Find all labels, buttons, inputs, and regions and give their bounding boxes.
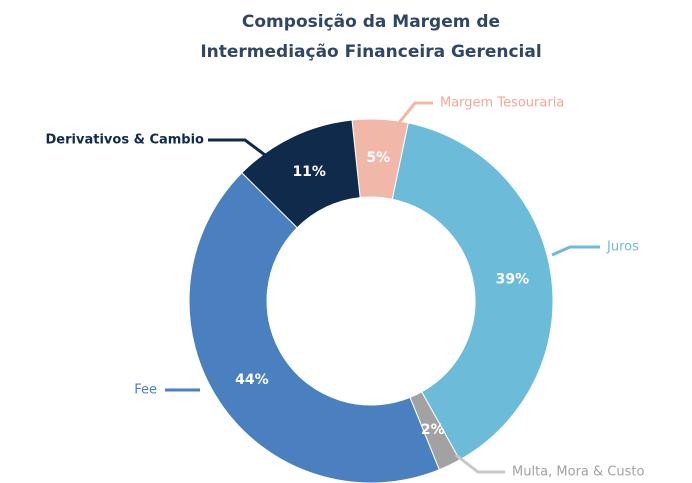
value-label: 39% bbox=[496, 271, 530, 287]
value-label: 5% bbox=[366, 150, 390, 166]
category-label: Fee bbox=[134, 383, 157, 398]
leader-line bbox=[455, 453, 505, 474]
leader-line bbox=[208, 138, 266, 157]
value-label: 2% bbox=[421, 422, 445, 438]
leader-line bbox=[551, 245, 600, 257]
category-label: Derivativos & Cambio bbox=[46, 133, 205, 148]
category-label: Multa, Mora & Custo bbox=[512, 465, 644, 480]
chart-title: Intermediação Financeira Gerencial bbox=[200, 42, 541, 62]
value-label: 44% bbox=[235, 372, 269, 388]
slice bbox=[391, 122, 554, 461]
slice bbox=[241, 119, 361, 229]
category-label: Margem Tesouraria bbox=[440, 96, 564, 111]
leader-lines bbox=[165, 101, 600, 474]
category-label: Juros bbox=[606, 240, 639, 255]
chart-title: Composição da Margem de bbox=[242, 12, 500, 32]
leader-line bbox=[396, 101, 433, 125]
value-label: 11% bbox=[292, 164, 326, 180]
slices bbox=[188, 118, 554, 483]
slice bbox=[188, 172, 440, 483]
